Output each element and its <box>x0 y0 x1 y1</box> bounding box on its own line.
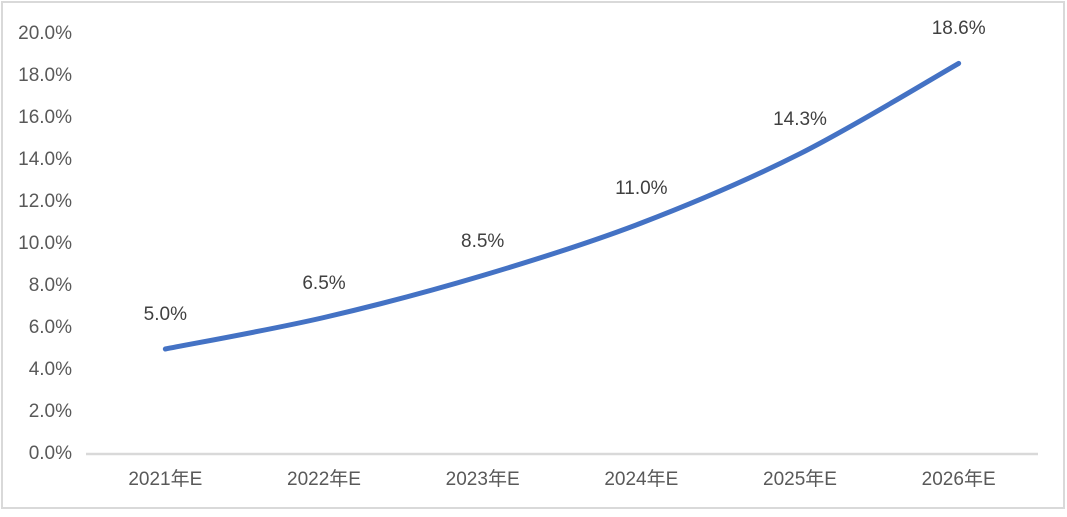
y-axis-tick-label: 18.0% <box>18 65 72 86</box>
series-data-label: 14.3% <box>773 108 827 130</box>
y-axis-tick-label: 12.0% <box>18 191 72 212</box>
series-data-label: 18.6% <box>931 18 986 40</box>
y-axis-tick-label: 20.0% <box>18 23 72 44</box>
x-axis-category-label: 2024年E <box>604 469 679 490</box>
y-axis-tick-label: 8.0% <box>28 275 72 296</box>
x-axis-category-label: 2023年E <box>445 469 520 490</box>
series-data-label: 11.0% <box>615 178 668 199</box>
y-axis-tick-label: 2.0% <box>28 401 72 422</box>
y-axis-tick-label: 6.0% <box>28 317 72 338</box>
series-line <box>162 60 962 352</box>
y-axis-tick-label: 14.0% <box>18 149 72 170</box>
x-axis-category-label: 2022年E <box>287 469 361 490</box>
series-data-label: 8.5% <box>461 230 505 252</box>
y-axis-tick-label: 10.0% <box>18 233 72 254</box>
x-axis-category-label: 2026年E <box>921 469 996 490</box>
y-axis-tick-label: 4.0% <box>28 359 72 380</box>
y-axis-tick-label: 16.0% <box>18 107 72 128</box>
y-axis-tick-label: 0.0% <box>28 443 72 464</box>
series-data-label: 6.5% <box>302 272 346 294</box>
series-data-label: 5.0% <box>143 304 187 325</box>
x-axis-category-label: 2021年E <box>128 469 203 490</box>
x-axis-category-label: 2025年E <box>763 469 837 490</box>
